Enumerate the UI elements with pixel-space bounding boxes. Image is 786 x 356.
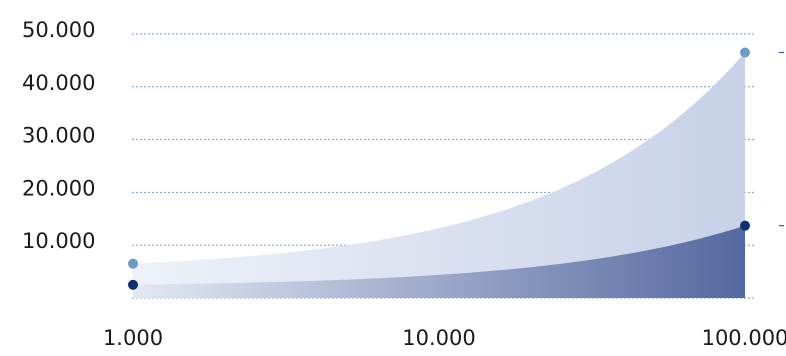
y-tick-label: 30.000 xyxy=(22,124,95,148)
data-point xyxy=(740,220,750,231)
x-axis-ticks: 1.000 10.000 100.000 xyxy=(103,326,786,350)
y-tick-label: 20.000 xyxy=(22,176,95,200)
y-tick-label: 10.000 xyxy=(22,229,95,253)
series-points xyxy=(128,47,784,290)
series-area-2 xyxy=(133,225,745,298)
data-point xyxy=(128,258,138,269)
x-tick-label: 100.000 xyxy=(702,326,786,350)
y-tick-label: 40.000 xyxy=(22,71,95,95)
y-axis-ticks: 10.000 20.000 30.000 40.000 50.000 xyxy=(22,18,95,253)
x-tick-label: 10.000 xyxy=(402,326,475,350)
data-point xyxy=(128,279,138,290)
series-area-1 xyxy=(133,52,745,299)
data-point xyxy=(740,47,750,58)
x-tick-label: 1.000 xyxy=(103,326,163,350)
y-tick-label: 50.000 xyxy=(22,18,95,42)
series-areas xyxy=(133,52,745,299)
